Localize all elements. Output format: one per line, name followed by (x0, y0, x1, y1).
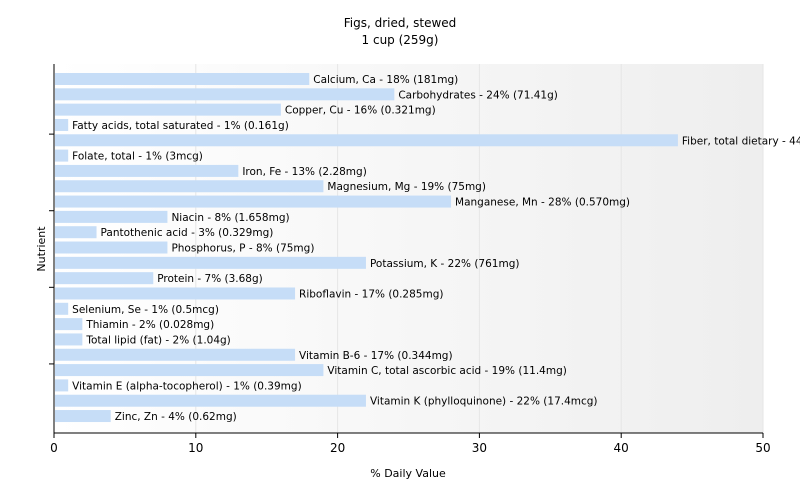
bar-label: Vitamin K (phylloquinone) - 22% (17.4mcg… (370, 396, 598, 408)
bar (55, 302, 69, 315)
y-ticks (49, 133, 54, 365)
bar (55, 195, 452, 208)
bar (55, 256, 366, 269)
bar-label: Total lipid (fat) - 2% (1.04g) (85, 334, 230, 346)
x-tick-label: 10 (188, 441, 203, 455)
y-axis-label: Nutrient (35, 226, 48, 272)
bar-label: Niacin - 8% (1.658mg) (171, 212, 289, 224)
bar-label: Copper, Cu - 16% (0.321mg) (285, 105, 436, 117)
x-axis-label: % Daily Value (370, 467, 446, 480)
bar-label: Folate, total - 1% (3mcg) (72, 151, 203, 163)
bar-label: Zinc, Zn - 4% (0.62mg) (115, 411, 237, 423)
bar (55, 318, 83, 331)
bar-label: Riboflavin - 17% (0.285mg) (299, 288, 443, 300)
chart-subtitle: 1 cup (259g) (362, 33, 439, 47)
x-tick-label: 30 (472, 441, 487, 455)
bar (55, 394, 366, 407)
bar-label: Potassium, K - 22% (761mg) (370, 258, 520, 270)
bar (55, 180, 324, 193)
x-tick-label: 50 (755, 441, 770, 455)
bar (55, 103, 281, 116)
bar-label: Calcium, Ca - 18% (181mg) (313, 74, 458, 86)
bar-label: Phosphorus, P - 8% (75mg) (171, 243, 314, 255)
x-tick-label: 20 (330, 441, 345, 455)
x-ticks: 0 10 20 30 40 50 (50, 433, 771, 455)
bar (55, 210, 168, 223)
bar-label: Selenium, Se - 1% (0.5mcg) (72, 304, 219, 316)
bar-label: Carbohydrates - 24% (71.41g) (398, 89, 558, 101)
bar-label: Fatty acids, total saturated - 1% (0.161… (72, 120, 289, 132)
bar (55, 410, 111, 423)
bar (55, 333, 83, 346)
bar (55, 379, 69, 392)
bar-label: Vitamin E (alpha-tocopherol) - 1% (0.39m… (72, 380, 302, 392)
bar (55, 348, 296, 361)
bar-label: Protein - 7% (3.68g) (157, 273, 263, 285)
bar (55, 118, 69, 131)
bar (55, 73, 310, 85)
bar-label: Vitamin B-6 - 17% (0.344mg) (299, 350, 453, 362)
chart-title: Figs, dried, stewed (344, 16, 457, 30)
bar-label: Vitamin C, total ascorbic acid - 19% (11… (327, 365, 566, 377)
bar-label: Fiber, total dietary - 44% (10.9g) (682, 135, 800, 147)
bar-label: Magnesium, Mg - 19% (75mg) (327, 181, 486, 193)
bar (55, 287, 296, 300)
bar (55, 149, 69, 162)
x-tick-label: 40 (614, 441, 629, 455)
bar-label: Iron, Fe - 13% (2.28mg) (242, 166, 366, 178)
bar (55, 226, 97, 239)
bar-label: Pantothenic acid - 3% (0.329mg) (101, 227, 274, 239)
bars (55, 73, 678, 423)
bar (55, 134, 678, 147)
bar-labels: Calcium, Ca - 18% (181mg) Carbohydrates -… (72, 74, 800, 423)
bar (55, 88, 395, 101)
bar (55, 164, 239, 177)
bar (55, 272, 154, 285)
axes (53, 64, 763, 434)
bar-label: Thiamin - 2% (0.028mg) (85, 319, 214, 331)
bar (55, 364, 324, 377)
bar-label: Manganese, Mn - 28% (0.570mg) (455, 197, 630, 209)
bar (55, 241, 168, 254)
x-tick-label: 0 (50, 441, 58, 455)
